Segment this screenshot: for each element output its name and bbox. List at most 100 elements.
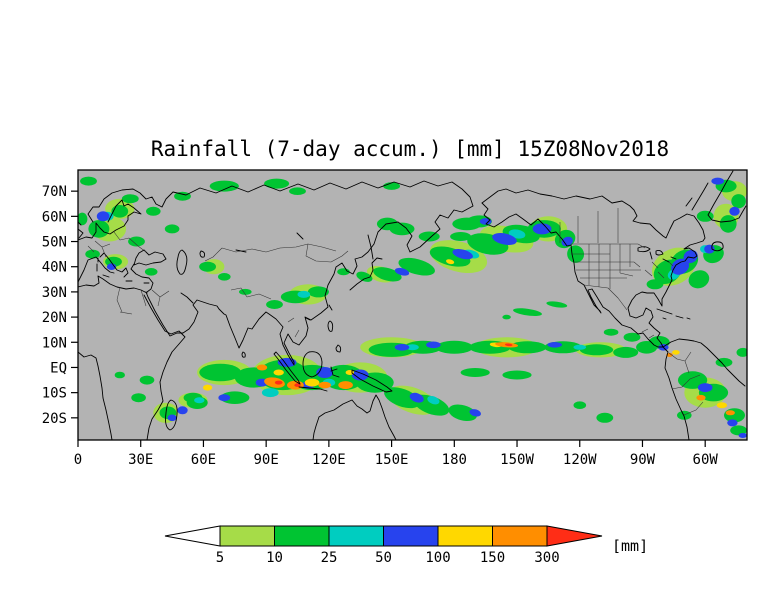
rain-cell xyxy=(508,341,547,354)
rain-cell xyxy=(683,250,698,264)
rain-cell xyxy=(561,236,573,247)
rain-cell xyxy=(678,371,708,389)
rain-cell xyxy=(194,397,205,404)
rain-cell xyxy=(596,412,614,423)
inland-seas xyxy=(176,232,304,275)
rain-cell xyxy=(502,314,511,320)
rain-cell xyxy=(264,178,290,189)
rain-cell xyxy=(409,392,424,403)
colorbar-tick-label: 50 xyxy=(375,550,392,566)
rain-cell xyxy=(307,286,329,298)
rain-cell xyxy=(167,414,177,422)
rain-cell xyxy=(256,364,268,371)
coastline-europe xyxy=(78,199,167,293)
y-tick-label: 70N xyxy=(42,184,67,200)
plot-title: Rainfall (7-day accum.) [mm] 15Z08Nov201… xyxy=(151,137,669,161)
rain-cell xyxy=(719,215,737,233)
rain-cell xyxy=(731,194,746,209)
rain-cell xyxy=(450,232,472,241)
colorbar-segment xyxy=(219,525,275,547)
colorbar-units-label: [mm] xyxy=(612,537,648,555)
rain-cell xyxy=(80,176,97,186)
x-tick-label: 90W xyxy=(630,452,656,468)
rain-cell xyxy=(672,350,680,355)
rain-cell xyxy=(394,267,410,276)
rain-cell xyxy=(492,233,517,245)
colorbar-below-min-arrow xyxy=(164,525,221,547)
colorbar-segment xyxy=(274,525,330,547)
coastline-africa xyxy=(78,275,246,440)
rain-cell xyxy=(623,332,641,342)
coastline-se-asia-islands xyxy=(273,234,393,393)
colorbar-tick-label: 10 xyxy=(266,550,283,566)
rain-cell xyxy=(666,352,673,357)
colorbar-tick-label: 100 xyxy=(425,550,450,566)
rain-cell xyxy=(716,402,728,409)
rain-cell xyxy=(696,394,706,401)
rain-cell xyxy=(697,383,713,393)
rain-cell xyxy=(128,236,145,247)
rain-cell xyxy=(273,369,284,376)
rain-cell xyxy=(96,211,110,222)
coastline-south-america-north xyxy=(662,338,746,387)
rain-cell xyxy=(356,271,373,282)
y-tick-label: 50N xyxy=(42,235,67,251)
x-tick-label: 30E xyxy=(128,452,153,468)
rain-cell xyxy=(203,384,213,391)
rain-cell xyxy=(427,396,440,405)
rain-cell xyxy=(274,380,283,385)
rain-cell xyxy=(121,194,139,204)
x-axis-ticks: 0 30E 60E 90E 120E 150E 180 150W 120W 90W 60W xyxy=(74,440,718,468)
y-axis-ticks: 70N 60N 50N 40N 30N 20N 10N EQ 10S 20S xyxy=(42,184,78,427)
rain-cell xyxy=(384,387,420,409)
rain-cell xyxy=(738,433,747,438)
rain-cell xyxy=(704,244,715,254)
colorbar-tick-label: 300 xyxy=(534,550,559,566)
political-borders-layer xyxy=(87,208,704,416)
coastline-greenland-baffin xyxy=(685,170,747,252)
rain-cell xyxy=(502,370,532,380)
colorbar-segment xyxy=(437,525,493,547)
rain-cell xyxy=(688,270,710,289)
political-borders xyxy=(87,208,704,416)
rain-cell xyxy=(445,259,455,265)
rain-cell xyxy=(546,301,568,308)
colorbar-tick-label: 25 xyxy=(321,550,338,566)
y-tick-label: 20N xyxy=(42,310,67,326)
rain-cell xyxy=(394,344,410,351)
rain-cell xyxy=(144,268,158,276)
rain-cell xyxy=(426,341,441,349)
rain-cell xyxy=(730,425,747,436)
rain-cell xyxy=(547,342,562,348)
x-tick-label: 150E xyxy=(375,452,409,468)
x-tick-label: 90E xyxy=(254,452,279,468)
colorbar-tick-label: 150 xyxy=(480,550,505,566)
rain-cell xyxy=(345,370,354,375)
y-tick-label: 30N xyxy=(42,285,67,301)
rain-cell xyxy=(218,273,231,281)
rain-cell xyxy=(294,383,301,387)
rain-cell xyxy=(266,300,283,309)
y-tick-label: 10N xyxy=(42,335,67,351)
rain-cell xyxy=(78,212,88,226)
coastline-north-america-west xyxy=(481,202,690,440)
rain-cell xyxy=(579,344,614,356)
coastline-australia xyxy=(312,394,397,440)
rain-cell xyxy=(725,410,735,416)
rain-cell xyxy=(448,404,477,422)
y-tick-label: EQ xyxy=(50,360,67,376)
rain-cell xyxy=(435,340,474,354)
rain-cell xyxy=(199,363,242,382)
coastline-north-america-east xyxy=(481,188,706,348)
rain-cell xyxy=(671,258,690,275)
y-tick-label: 60N xyxy=(42,209,67,225)
rain-cell xyxy=(318,381,332,389)
colorbar-above-max-arrow xyxy=(546,525,603,547)
colorbar-segment xyxy=(492,525,548,547)
rain-cell xyxy=(613,346,639,358)
rain-cell xyxy=(111,205,129,218)
rain-cell xyxy=(199,261,217,272)
rain-cell xyxy=(715,357,733,367)
x-tick-label: 120W xyxy=(563,452,597,468)
